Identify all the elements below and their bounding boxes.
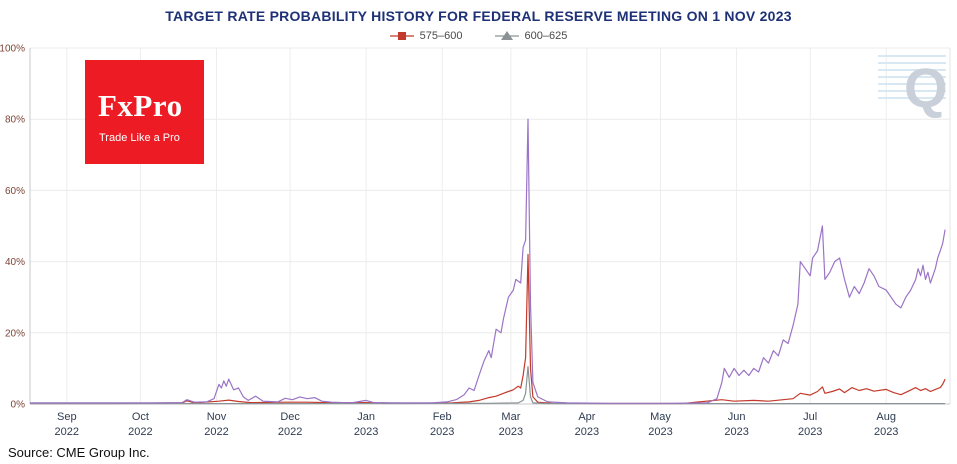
y-axis-label: 20% bbox=[5, 328, 25, 339]
triangle-marker-icon bbox=[494, 31, 519, 40]
x-axis-label: Nov 2022 bbox=[204, 411, 228, 438]
y-axis-label: 100% bbox=[0, 44, 25, 55]
series-line-575-600 bbox=[30, 253, 946, 405]
watermark-q-letter: Q bbox=[904, 56, 948, 119]
x-axis-label: Dec 2022 bbox=[278, 411, 302, 438]
y-axis-label: 0% bbox=[11, 400, 26, 411]
legend-item-575-600: 575–600 bbox=[389, 30, 463, 42]
x-axis-label: Jun 2023 bbox=[724, 411, 748, 438]
x-axis-label: Oct 2022 bbox=[128, 411, 152, 438]
y-axis-label: 40% bbox=[5, 257, 25, 268]
fxpro-logo-wordmark: FxPro bbox=[98, 88, 183, 123]
x-axis-label: Apr 2023 bbox=[575, 411, 599, 438]
watermark-stripes-icon bbox=[878, 55, 946, 99]
x-axis-label: Mar 2023 bbox=[499, 411, 523, 438]
x-axis-label: Jan 2023 bbox=[354, 411, 378, 438]
y-axis-label: 80% bbox=[5, 115, 25, 126]
legend-label: 575–600 bbox=[419, 30, 463, 42]
legend-item-600-625: 600–625 bbox=[494, 30, 568, 42]
source-caption: Source: CME Group Inc. bbox=[8, 445, 150, 460]
x-axis-label: Sep 2022 bbox=[55, 411, 79, 438]
q-watermark: Q bbox=[878, 52, 954, 134]
x-axis-label: Feb 2023 bbox=[430, 411, 454, 438]
chart-title: TARGET RATE PROBABILITY HISTORY FOR FEDE… bbox=[165, 8, 792, 24]
x-axis-label: Jul 2023 bbox=[798, 411, 822, 438]
series-line-purple bbox=[30, 118, 946, 404]
y-axis-label: 60% bbox=[5, 186, 25, 197]
fxpro-logo: FxPro Trade Like a Pro bbox=[85, 60, 204, 164]
x-axis-label: May 2023 bbox=[648, 411, 672, 438]
fxpro-logo-tagline: Trade Like a Pro bbox=[99, 132, 180, 144]
square-marker-icon bbox=[389, 32, 414, 40]
x-axis-label: Aug 2023 bbox=[874, 411, 898, 438]
chart-legend: 575–600 600–625 bbox=[0, 30, 957, 42]
legend-label: 600–625 bbox=[524, 30, 568, 42]
